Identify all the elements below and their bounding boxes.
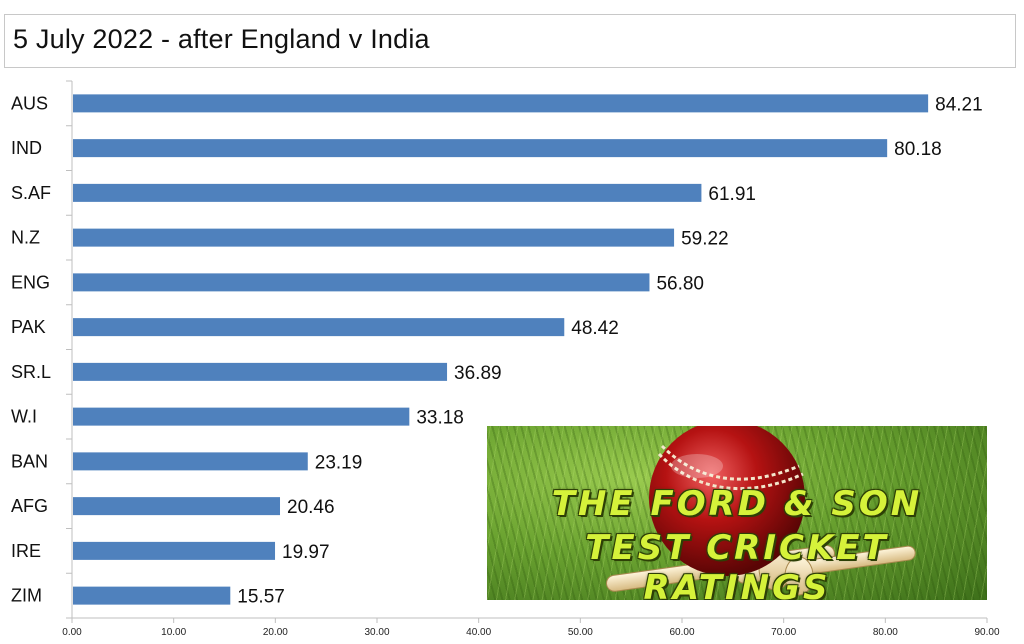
category-label: BAN [11, 451, 48, 471]
chart-title-box: 5 July 2022 - after England v India [4, 14, 1016, 68]
category-label: S.AF [11, 183, 51, 203]
x-tick-label: 0.00 [62, 627, 82, 638]
category-label: IND [11, 138, 42, 158]
value-label: 61.91 [708, 184, 756, 205]
value-label: 20.46 [287, 497, 335, 518]
bar-eng [73, 273, 650, 292]
promo-title-line1: THE FORD & SON [551, 484, 923, 524]
x-tick-label: 60.00 [669, 627, 694, 638]
promo-title-line2: TEST CRICKET RATINGS [585, 528, 889, 600]
category-label: AFG [11, 496, 48, 516]
category-label: ENG [11, 272, 50, 292]
x-tick-label: 90.00 [974, 627, 999, 638]
value-label: 80.18 [894, 139, 942, 160]
cricket-ball-icon [606, 426, 916, 596]
bar-nz [73, 228, 675, 247]
category-label: SR.L [11, 362, 51, 382]
category-label: ZIM [11, 586, 42, 606]
x-tick-label: 80.00 [873, 627, 898, 638]
value-label: 23.19 [315, 452, 363, 473]
bar-aus [73, 94, 929, 113]
x-tick-label: 20.00 [263, 627, 288, 638]
value-label: 56.80 [656, 273, 704, 294]
x-tick-label: 10.00 [161, 627, 186, 638]
bar-pak [73, 318, 565, 337]
ratings-logo-image: THE FORD & SON TEST CRICKET RATINGS [487, 426, 987, 600]
value-label: 59.22 [681, 229, 729, 250]
chart-title: 5 July 2022 - after England v India [13, 24, 430, 54]
bar-srl [73, 362, 448, 381]
bar-wi [73, 407, 410, 426]
x-tick-label: 40.00 [466, 627, 491, 638]
x-tick-label: 70.00 [771, 627, 796, 638]
value-label: 19.97 [282, 542, 330, 563]
category-label: AUS [11, 93, 48, 113]
bar-saf [73, 183, 702, 202]
bar-ire [73, 541, 276, 560]
bar-afg [73, 497, 281, 516]
bar-ban [73, 452, 308, 471]
x-tick-label: 50.00 [568, 627, 593, 638]
value-label: 36.89 [454, 363, 502, 384]
bar-zim [73, 586, 231, 605]
value-label: 48.42 [571, 318, 619, 339]
value-label: 84.21 [935, 94, 983, 115]
category-label: PAK [11, 317, 46, 337]
value-label: 15.57 [237, 587, 285, 608]
value-label: 33.18 [416, 408, 464, 429]
bar-ind [73, 139, 888, 158]
x-tick-label: 30.00 [364, 627, 389, 638]
category-label: IRE [11, 541, 41, 561]
category-label: W.I [11, 407, 37, 427]
category-label: N.Z [11, 228, 40, 248]
